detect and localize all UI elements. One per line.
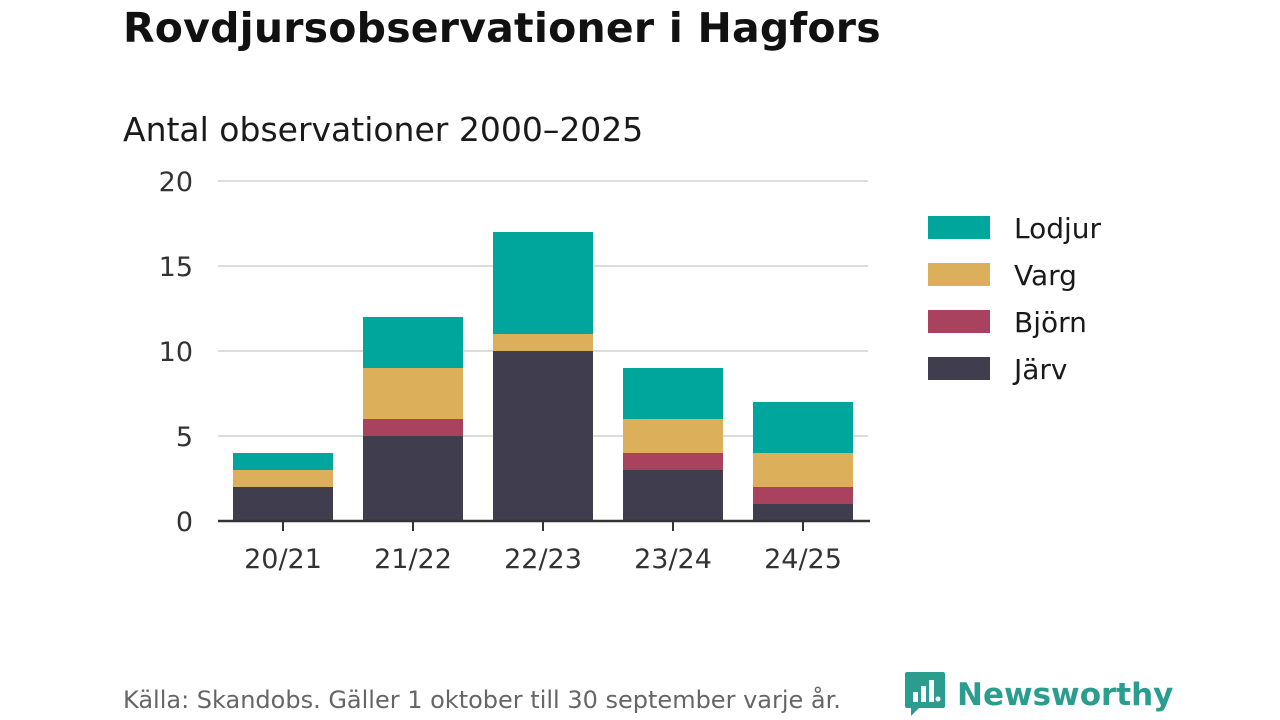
stacked-bar-chart: 0 5 10 15 20 20/21 21/22 22/23 23/24 24/25 Lodjur… — [159, 167, 1102, 575]
bar-segment-järv[interactable] — [233, 487, 333, 521]
bar-segment-lodjur[interactable] — [493, 232, 593, 334]
bar-segment-järv[interactable] — [493, 351, 593, 521]
chart-subtitle: Antal observationer 2000–2025 — [123, 110, 644, 149]
y-tick-label: 15 — [159, 252, 193, 283]
x-tick-label: 23/24 — [634, 544, 712, 575]
newsworthy-logo-icon — [905, 672, 945, 716]
bar-segment-lodjur[interactable] — [233, 453, 333, 470]
legend-swatch-lodjur — [928, 216, 990, 239]
y-tick-label: 5 — [176, 422, 193, 453]
bar-segment-björn[interactable] — [623, 453, 723, 470]
y-tick-label: 0 — [176, 507, 193, 538]
x-tick-label: 20/21 — [244, 544, 322, 575]
y-tick-label: 20 — [159, 167, 193, 198]
source-note: Källa: Skandobs. Gäller 1 oktober till 3… — [123, 686, 841, 714]
chart-title: Rovdjursobservationer i Hagfors — [123, 4, 881, 52]
legend: Lodjur Varg Björn Järv — [928, 212, 1102, 386]
legend-label-lodjur: Lodjur — [1014, 212, 1102, 245]
bar-segment-lodjur[interactable] — [363, 317, 463, 368]
bar-segment-lodjur[interactable] — [623, 368, 723, 419]
legend-label-järv: Järv — [1012, 353, 1068, 386]
bar-segment-järv[interactable] — [363, 436, 463, 521]
legend-label-björn: Björn — [1014, 306, 1087, 339]
legend-swatch-varg — [928, 263, 990, 286]
brand-logo[interactable]: Newsworthy — [903, 670, 1173, 720]
brand-name: Newsworthy — [957, 677, 1174, 713]
bar-segment-varg[interactable] — [493, 334, 593, 351]
legend-label-varg: Varg — [1014, 259, 1077, 292]
bar-segment-varg[interactable] — [233, 470, 333, 487]
bar-segment-varg[interactable] — [363, 368, 463, 419]
legend-swatch-järv — [928, 357, 990, 380]
x-tick-label: 21/22 — [374, 544, 452, 575]
bar-segment-björn[interactable] — [753, 487, 853, 504]
bar-segment-björn[interactable] — [363, 419, 463, 436]
legend-swatch-björn — [928, 310, 990, 333]
bars — [233, 232, 853, 521]
bar-segment-järv[interactable] — [753, 504, 853, 521]
bar-segment-varg[interactable] — [623, 419, 723, 453]
bar-segment-varg[interactable] — [753, 453, 853, 487]
axes: 0 5 10 15 20 20/21 21/22 22/23 23/24 24/25 — [159, 167, 870, 575]
y-tick-label: 10 — [159, 337, 193, 368]
bar-segment-lodjur[interactable] — [753, 402, 853, 453]
bar-segment-järv[interactable] — [623, 470, 723, 521]
x-tick-label: 22/23 — [504, 544, 582, 575]
x-tick-label: 24/25 — [764, 544, 842, 575]
